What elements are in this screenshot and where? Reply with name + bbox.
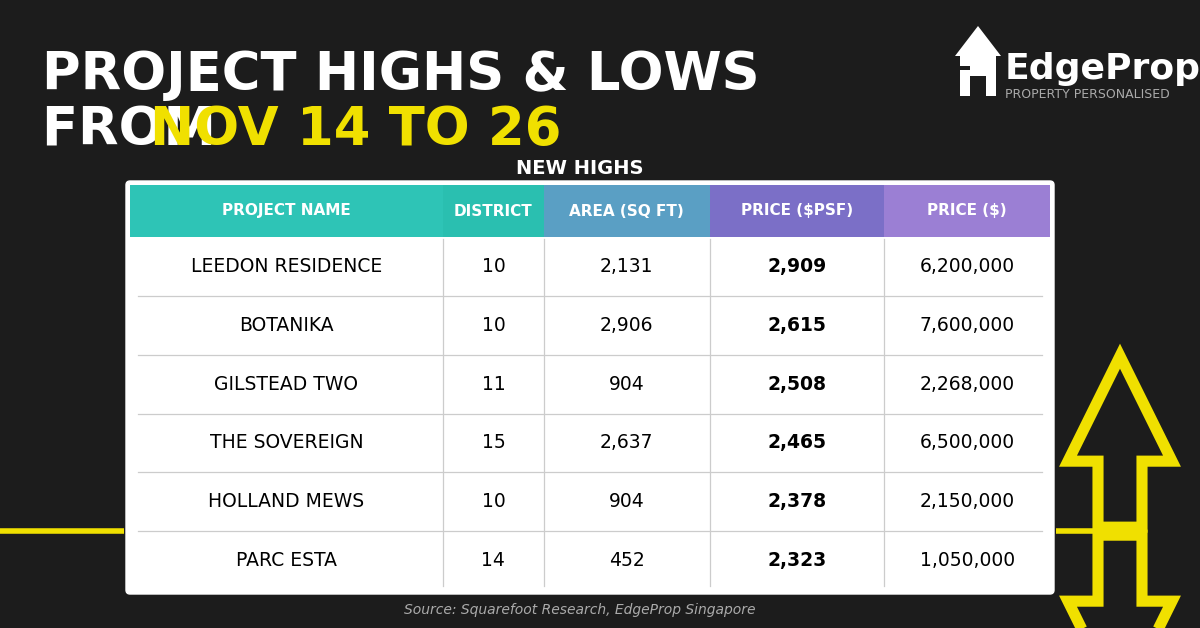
Text: 2,131: 2,131 [600,257,654,276]
Text: 2,906: 2,906 [600,316,654,335]
Text: THE SOVEREIGN: THE SOVEREIGN [210,433,364,452]
Text: 2,378: 2,378 [768,492,827,511]
Text: GILSTEAD TWO: GILSTEAD TWO [215,374,359,394]
Text: LEEDON RESIDENCE: LEEDON RESIDENCE [191,257,382,276]
Polygon shape [960,66,970,70]
Text: 11: 11 [481,374,505,394]
Text: AREA (SQ FT): AREA (SQ FT) [570,203,684,219]
Text: HOLLAND MEWS: HOLLAND MEWS [209,492,365,511]
Text: PROPERTY PERSONALISED: PROPERTY PERSONALISED [1006,88,1170,101]
Text: 10: 10 [481,257,505,276]
Text: 2,465: 2,465 [768,433,827,452]
Polygon shape [960,56,996,96]
Text: PRICE ($PSF): PRICE ($PSF) [740,203,853,219]
Polygon shape [955,26,1001,56]
Text: 2,508: 2,508 [768,374,827,394]
Text: 2,615: 2,615 [768,316,827,335]
Bar [130,185,443,237]
Text: BOTANIKA: BOTANIKA [239,316,334,335]
Bar [544,185,709,237]
Text: 14: 14 [481,551,505,570]
Text: 10: 10 [481,316,505,335]
Text: 10: 10 [481,492,505,511]
Text: 1,050,000: 1,050,000 [919,551,1015,570]
Text: 904: 904 [608,492,644,511]
Text: 2,909: 2,909 [767,257,827,276]
Polygon shape [1068,535,1172,628]
Text: 2,150,000: 2,150,000 [919,492,1015,511]
Text: 452: 452 [608,551,644,570]
Text: DISTRICT: DISTRICT [454,203,533,219]
Bar [709,185,884,237]
Text: PARC ESTA: PARC ESTA [236,551,337,570]
Text: EdgeProp: EdgeProp [1006,52,1200,86]
Text: 904: 904 [608,374,644,394]
Text: PROJECT NAME: PROJECT NAME [222,203,350,219]
FancyBboxPatch shape [126,181,1054,594]
Polygon shape [970,76,986,96]
Bar [443,185,544,237]
Text: PROJECT HIGHS & LOWS: PROJECT HIGHS & LOWS [42,49,760,101]
Text: 7,600,000: 7,600,000 [919,316,1015,335]
Text: FROM: FROM [42,104,234,156]
Bar [884,185,1050,237]
Text: 6,500,000: 6,500,000 [919,433,1015,452]
Text: 6,200,000: 6,200,000 [919,257,1015,276]
Text: Source: Squarefoot Research, EdgeProp Singapore: Source: Squarefoot Research, EdgeProp Si… [404,603,756,617]
Text: NOV 14 TO 26: NOV 14 TO 26 [150,104,562,156]
Text: PRICE ($): PRICE ($) [928,203,1007,219]
Text: 15: 15 [481,433,505,452]
Text: 2,323: 2,323 [767,551,827,570]
Polygon shape [1068,356,1172,527]
Text: NEW HIGHS: NEW HIGHS [516,158,643,178]
Text: 2,268,000: 2,268,000 [919,374,1015,394]
Text: 2,637: 2,637 [600,433,654,452]
